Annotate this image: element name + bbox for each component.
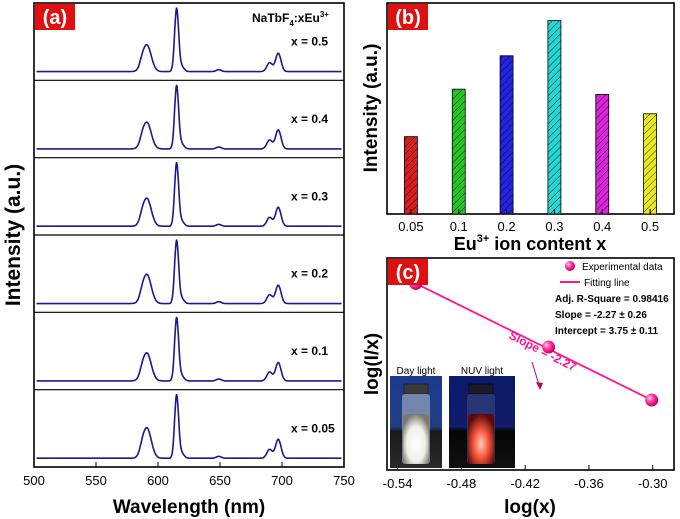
panel-a-ylabel: Intensity (a.u.) xyxy=(2,164,25,306)
spectrum-line xyxy=(36,162,342,227)
spectrum-label: x = 0.5 xyxy=(291,35,328,49)
panel-c-xtick-label: -0.30 xyxy=(638,476,668,491)
panel-b-xtick-label: 0.3 xyxy=(545,219,563,234)
panel-a-xtick-label: 750 xyxy=(333,473,355,488)
panel-b-xtick-label: 0.05 xyxy=(398,219,423,234)
bar-hatch xyxy=(547,20,561,215)
panel-b-xtick-label: 0.1 xyxy=(450,219,468,234)
panel-b-badge xyxy=(388,4,428,30)
panel-c-ylabel: log(I/x) xyxy=(362,333,383,395)
panel-a-xtick-label: 650 xyxy=(209,473,231,488)
panel-a-title: NaTbF4:xEu3+ xyxy=(252,10,329,28)
bar-hatch xyxy=(643,113,657,214)
legend-fitting: Fitting line xyxy=(584,278,630,289)
stat-slope: Slope = -2.27 ± 0.26 xyxy=(555,310,647,321)
panel-b-frame xyxy=(386,2,675,215)
spectrum-line xyxy=(36,316,342,382)
panel-c-badge xyxy=(388,259,428,285)
legend-experimental: Experimental data xyxy=(582,262,663,273)
photo-day-caption: Day light xyxy=(397,366,436,377)
panel-c-label: (c) xyxy=(396,262,420,284)
slope-arrowhead xyxy=(536,382,543,390)
panel-c-xtick-label: -0.42 xyxy=(510,476,540,491)
spectrum-line xyxy=(36,7,342,73)
panel-c: -0.54 -0.48 -0.42 -0.36 -0.30 (c) Experiment… xyxy=(362,257,675,518)
spectrum-line xyxy=(36,394,342,459)
panel-a-badge xyxy=(35,4,75,30)
panel-a-label: (a) xyxy=(43,7,67,29)
panel-a-xtick-label: 550 xyxy=(85,473,107,488)
panel-c-xtick-label: -0.48 xyxy=(447,476,477,491)
panel-b-xtick-label: 0.5 xyxy=(641,219,659,234)
bar-hatch xyxy=(404,136,418,214)
spectrum-line xyxy=(36,239,342,305)
photo-day-light: Day light xyxy=(390,366,442,468)
stat-r-square: Adj. R-Square = 0.98416 xyxy=(555,294,669,305)
panel-b-xtick-label: 0.2 xyxy=(498,219,516,234)
spectrum-label: x = 0.1 xyxy=(291,344,328,358)
photo-nuv-caption: NUV light xyxy=(461,366,503,377)
panel-a-xtick-label: 600 xyxy=(147,473,169,488)
panel-a: x = 0.5 x = 0.4 x = 0.3 x = 0.2 x = 0.1 x = 0… xyxy=(2,2,355,518)
data-point xyxy=(542,340,556,354)
panel-b-ylabel: Intensity (a.u.) xyxy=(361,44,382,173)
spectrum-label: x = 0.4 xyxy=(291,112,328,126)
stat-intercept: Intercept = 3.75 ± 0.11 xyxy=(555,326,658,337)
legend-point-marker xyxy=(565,261,575,271)
panel-a-xtick-label: 700 xyxy=(271,473,293,488)
panel-a-xtick-label: 500 xyxy=(23,473,45,488)
panel-b-xlabel: Eu3+ ion content x xyxy=(454,233,607,254)
spectrum-label: x = 0.3 xyxy=(291,189,328,203)
panel-a-xlabel: Wavelength (nm) xyxy=(113,497,265,518)
panel-c-xtick-label: -0.54 xyxy=(383,476,413,491)
spectrum-line xyxy=(36,84,342,150)
data-point xyxy=(645,393,659,407)
panel-b-xtick-label: 0.4 xyxy=(593,219,611,234)
bar-hatch xyxy=(500,55,514,214)
fit-line xyxy=(415,282,653,401)
panel-c-xtick-label: -0.36 xyxy=(574,476,604,491)
photo-nuv-light: NUV light xyxy=(449,366,515,468)
spectrum-label: x = 0.2 xyxy=(291,267,328,281)
panel-b-label: (b) xyxy=(395,7,421,29)
bar-hatch xyxy=(452,89,466,214)
bar-hatch xyxy=(595,94,609,214)
panel-c-xlabel: log(x) xyxy=(504,497,556,518)
spectrum-label: x = 0.05 xyxy=(291,421,335,435)
panel-b: 0.05 0.1 0.2 0.3 0.4 0.5 (b) Eu3+ ion content… xyxy=(361,2,675,254)
